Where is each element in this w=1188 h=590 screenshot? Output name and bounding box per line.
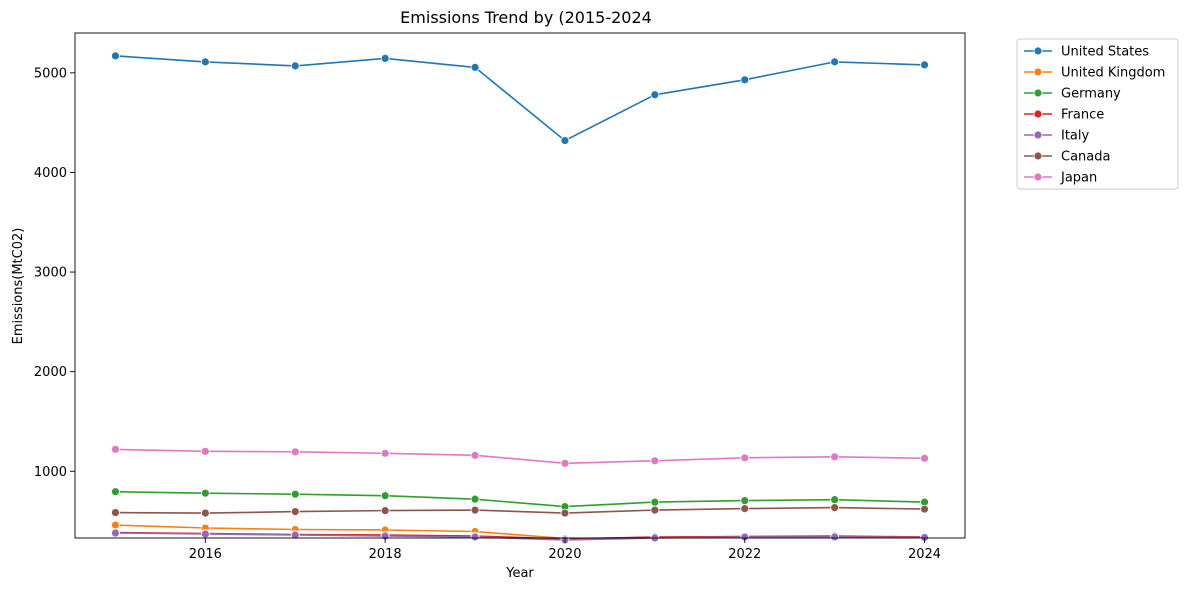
legend-marker <box>1033 67 1043 77</box>
data-point-italy <box>830 532 840 542</box>
legend-marker <box>1033 172 1043 182</box>
data-point-united-states <box>111 51 120 61</box>
data-point-japan <box>740 453 750 463</box>
data-point-japan <box>650 456 660 466</box>
series-japan <box>111 444 929 468</box>
legend-item-france: France <box>1024 108 1104 123</box>
y-axis-label: Emissions(MtC02) <box>11 228 26 345</box>
data-point-germany <box>380 491 390 501</box>
data-point-japan <box>290 447 300 457</box>
y-tick-label: 3000 <box>34 266 67 281</box>
data-point-canada <box>111 508 120 518</box>
data-point-japan <box>470 450 480 460</box>
series-line-italy <box>115 532 925 541</box>
data-point-united-states <box>740 75 750 85</box>
data-point-canada <box>740 504 750 514</box>
legend-label: France <box>1061 108 1104 123</box>
data-point-canada <box>200 508 210 518</box>
legend-item-united-states: United States <box>1024 45 1149 60</box>
y-tick-label: 2000 <box>34 365 67 380</box>
data-point-japan <box>830 452 840 462</box>
series-line-germany <box>115 490 925 508</box>
data-point-germany <box>740 496 750 506</box>
legend-item-germany: Germany <box>1024 87 1121 102</box>
legend-marker <box>1033 88 1043 98</box>
data-point-united-states <box>290 61 300 71</box>
series-italy <box>111 528 929 545</box>
legend-label: Italy <box>1061 129 1090 144</box>
data-point-united-states <box>560 136 570 145</box>
legend-frame <box>1016 38 1179 190</box>
data-point-italy <box>111 528 120 538</box>
x-tick-label: 2022 <box>728 547 761 562</box>
chart-title: Emissions Trend by (2015-2024 <box>400 8 652 27</box>
legend-item-japan: Japan <box>1024 171 1097 186</box>
legend-label: United States <box>1061 45 1149 60</box>
data-point-germany <box>290 489 300 499</box>
legend-item-united-kingdom: United Kingdom <box>1024 66 1165 81</box>
legend-label: United Kingdom <box>1061 66 1165 81</box>
data-point-italy <box>290 530 300 540</box>
legend-label: Germany <box>1061 87 1121 102</box>
x-tick-label: 2016 <box>189 547 222 562</box>
data-point-germany <box>830 495 840 505</box>
data-point-japan <box>560 458 570 468</box>
data-point-canada <box>290 507 300 517</box>
y-tick-label: 4000 <box>34 166 67 181</box>
data-point-japan <box>380 448 390 458</box>
legend-marker <box>1033 130 1043 140</box>
series-line-japan <box>115 448 925 465</box>
x-tick-label: 2018 <box>369 547 402 562</box>
data-point-japan <box>200 446 210 456</box>
data-point-united-states <box>830 57 840 67</box>
data-point-united-states <box>650 90 660 100</box>
series-line-canada <box>115 506 925 514</box>
data-point-united-states <box>920 60 929 70</box>
data-point-united-states <box>380 53 390 63</box>
legend-marker <box>1033 46 1043 56</box>
legend: United States United Kingdom Germany France… <box>1016 38 1179 190</box>
x-axis-ticks: 2016 2018 2020 2022 2024 <box>189 538 941 562</box>
data-point-japan <box>111 444 120 454</box>
data-point-germany <box>111 487 120 497</box>
x-axis-label: Year <box>505 566 534 581</box>
data-point-canada <box>470 505 480 515</box>
series-germany <box>111 487 929 512</box>
data-point-italy <box>200 529 210 539</box>
data-point-united-states <box>200 57 210 67</box>
data-point-germany <box>650 497 660 507</box>
legend-marker <box>1033 151 1043 161</box>
data-point-canada <box>830 503 840 513</box>
y-tick-label: 5000 <box>34 66 67 81</box>
data-point-canada <box>380 506 390 516</box>
data-point-canada <box>920 504 929 514</box>
legend-item-italy: Italy <box>1024 129 1090 144</box>
data-point-united-states <box>470 62 480 72</box>
legend-item-canada: Canada <box>1024 150 1110 165</box>
legend-label: Japan <box>1060 171 1097 186</box>
data-point-italy <box>470 532 480 542</box>
series-line-united-states <box>115 55 925 142</box>
x-tick-label: 2020 <box>548 547 581 562</box>
data-point-canada <box>560 508 570 518</box>
plot-marks <box>111 51 929 545</box>
data-point-germany <box>470 494 480 504</box>
data-point-canada <box>650 505 660 515</box>
plot-frame <box>74 32 966 539</box>
series-canada <box>111 503 929 518</box>
legend-marker <box>1033 109 1043 119</box>
data-point-germany <box>200 488 210 498</box>
data-point-japan <box>920 453 929 463</box>
data-point-united-kingdom <box>111 520 120 530</box>
x-tick-label: 2024 <box>908 547 941 562</box>
y-axis-ticks: 1000 2000 3000 4000 5000 <box>34 66 75 480</box>
y-tick-label: 1000 <box>34 465 67 480</box>
legend-label: Canada <box>1061 150 1110 165</box>
series-united-states <box>111 51 929 145</box>
